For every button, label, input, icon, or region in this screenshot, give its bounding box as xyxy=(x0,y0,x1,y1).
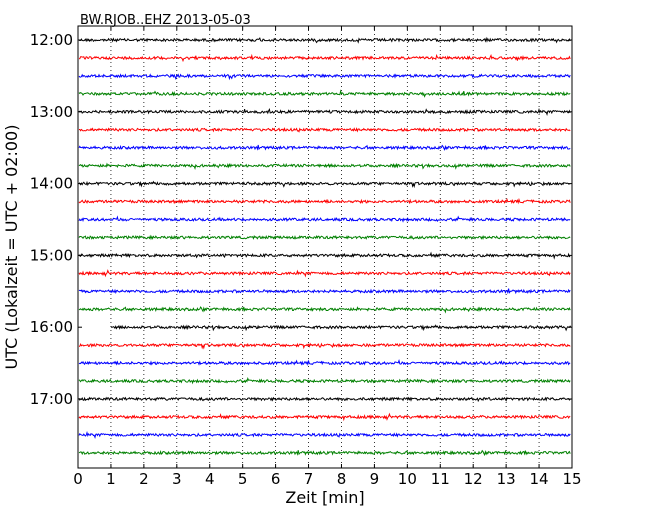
y-axis-ticks: 12:00 13:00 14:00 15:00 16:00 17:00 xyxy=(30,31,572,408)
seismic-trace xyxy=(78,180,571,189)
y-axis-label: UTC (Lokalzeit = UTC + 02:00) xyxy=(2,125,21,370)
x-tick-label: 6 xyxy=(271,470,281,488)
seismic-trace xyxy=(78,197,571,205)
seismic-trace xyxy=(78,251,571,260)
seismic-trace xyxy=(78,162,571,171)
seismic-trace xyxy=(78,127,571,133)
x-tick-label: 12 xyxy=(464,470,483,488)
seismic-trace xyxy=(78,449,571,457)
seismic-trace xyxy=(78,377,571,385)
seismic-trace xyxy=(78,430,571,440)
chart-title: BW.RJOB..EHZ 2013-05-03 xyxy=(80,13,251,28)
seismic-trace xyxy=(78,306,571,314)
seismic-trace xyxy=(78,36,571,44)
seismic-trace xyxy=(78,396,571,403)
seismic-trace xyxy=(78,342,571,350)
seismic-trace xyxy=(110,324,571,332)
x-tick-label: 15 xyxy=(562,470,581,488)
x-axis-label: Zeit [min] xyxy=(285,488,364,507)
x-tick-label: 7 xyxy=(304,470,314,488)
seismic-trace xyxy=(78,73,571,81)
seismic-trace xyxy=(78,107,571,116)
seismic-trace xyxy=(78,89,571,98)
y-tick-label: 13:00 xyxy=(30,103,73,121)
x-tick-label: 2 xyxy=(139,470,149,488)
x-tick-label: 13 xyxy=(497,470,516,488)
seismic-trace xyxy=(78,234,571,241)
x-tick-label: 4 xyxy=(205,470,215,488)
seismic-trace xyxy=(78,144,571,151)
y-tick-label: 15:00 xyxy=(30,246,73,264)
x-tick-label: 8 xyxy=(337,470,347,488)
x-axis-ticks: 0 1 2 3 4 5 6 7 8 9 10 11 12 13 14 15 xyxy=(73,26,582,488)
seismic-trace xyxy=(78,359,571,366)
x-tick-label: 11 xyxy=(431,470,450,488)
x-tick-label: 10 xyxy=(398,470,417,488)
seismic-trace xyxy=(78,412,571,422)
y-tick-label: 14:00 xyxy=(30,175,73,193)
seismic-trace xyxy=(78,269,571,278)
x-tick-label: 14 xyxy=(530,470,549,488)
x-tick-label: 0 xyxy=(73,470,83,488)
x-tick-label: 3 xyxy=(172,470,182,488)
seismic-traces xyxy=(78,36,571,457)
y-tick-label: 16:00 xyxy=(30,318,73,336)
grid-lines xyxy=(110,26,540,468)
seismic-trace xyxy=(78,288,571,295)
x-tick-label: 5 xyxy=(238,470,248,488)
seismic-trace xyxy=(78,215,571,223)
y-tick-label: 12:00 xyxy=(30,31,73,49)
x-tick-label: 1 xyxy=(106,470,116,488)
plot-frame xyxy=(77,25,573,469)
x-tick-label: 9 xyxy=(370,470,380,488)
y-tick-label: 17:00 xyxy=(30,390,73,408)
seismic-trace xyxy=(78,53,571,63)
